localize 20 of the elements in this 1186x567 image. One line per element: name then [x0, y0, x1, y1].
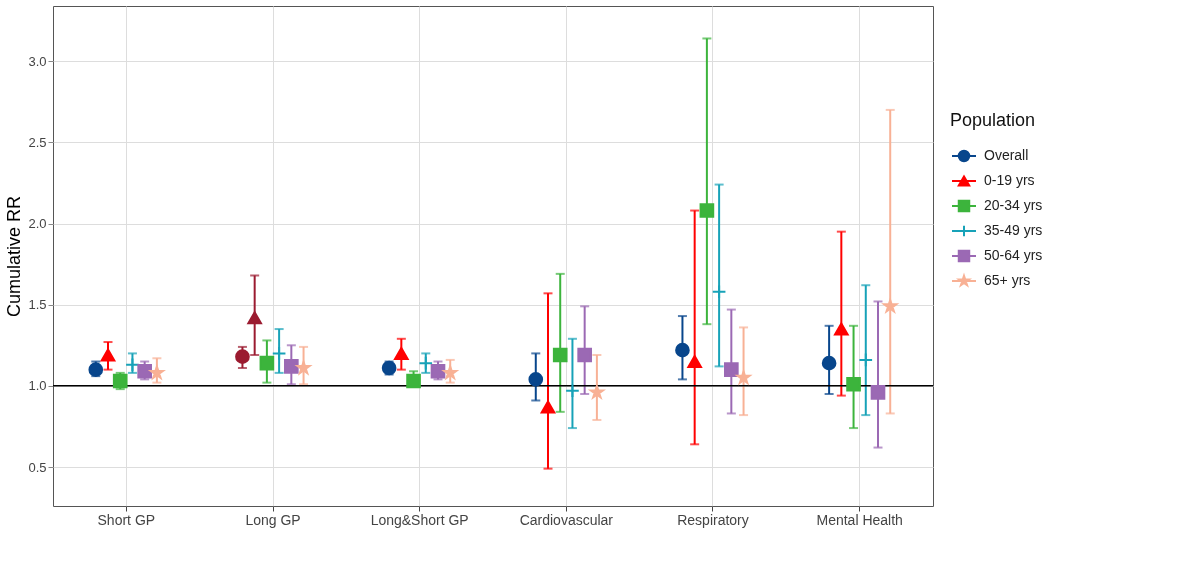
y-tick-label: 2.5: [28, 134, 47, 150]
x-tick-label: Mental Health: [816, 511, 903, 528]
y-tick-label: 1.5: [28, 297, 47, 313]
y-tick-label: 2.0: [28, 216, 47, 232]
x-tick-label: Cardiovascular: [519, 511, 614, 528]
legend-label: Overall: [984, 147, 1029, 163]
legend-label: 50-64 yrs: [984, 247, 1043, 263]
legend-label: 20-34 yrs: [984, 197, 1043, 213]
x-tick-label: Respiratory: [677, 511, 749, 528]
y-tick-label: 0.5: [28, 459, 47, 475]
y-axis-title: Cumulative RR: [4, 195, 25, 318]
legend-label: 65+ yrs: [984, 272, 1031, 288]
y-tick-label: 1.0: [28, 378, 47, 394]
legend-label: 0-19 yrs: [984, 172, 1035, 188]
x-tick-label: Long GP: [245, 511, 301, 528]
x-tick-label: Short GP: [97, 511, 156, 528]
x-tick-label: Long&Short GP: [370, 511, 469, 528]
legend-title: Population: [950, 110, 1036, 130]
legend-label: 35-49 yrs: [984, 222, 1043, 238]
y-tick-label: 3.0: [28, 53, 47, 69]
